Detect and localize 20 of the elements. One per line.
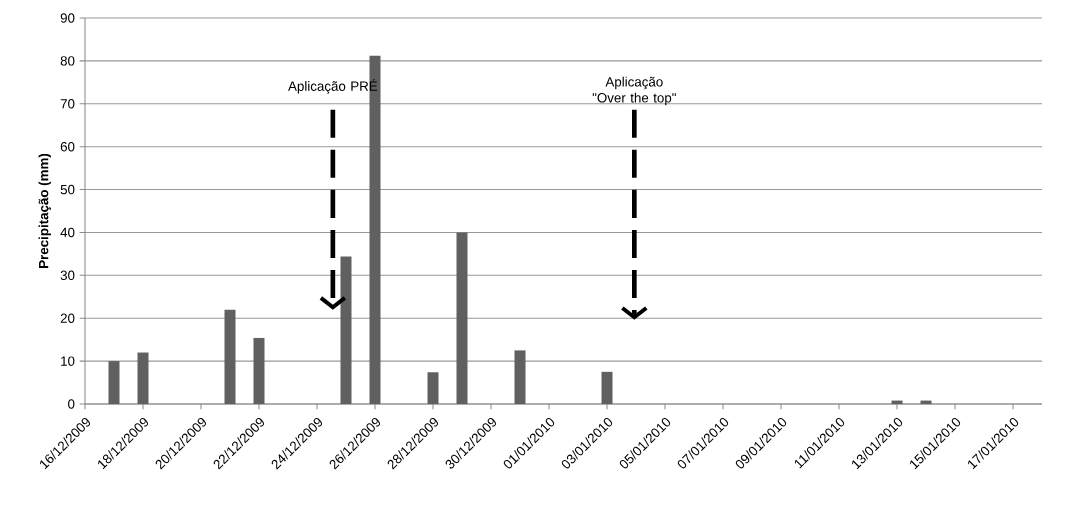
y-tick-label: 70 [60,99,75,109]
bar [224,309,236,404]
y-tick-label: 20 [60,313,75,323]
y-axis-title: Precipitação (mm) [38,153,51,268]
y-tick-label: 60 [60,141,75,152]
bar [253,337,265,404]
bar [456,232,468,404]
y-tick-label: 30 [60,270,75,281]
bar [514,350,526,404]
y-tick-label: 40 [60,227,75,238]
annotation: Aplicação "Over the top" [592,76,676,106]
bar [137,352,149,404]
y-tick-label: 90 [60,13,75,23]
y-tick-label: 50 [60,184,75,195]
bar [601,371,613,404]
y-tick-label: 80 [60,56,75,66]
y-tick-label: 10 [61,356,75,366]
y-tick-label: 0 [68,399,75,409]
bar [108,361,120,404]
bar [427,372,439,404]
